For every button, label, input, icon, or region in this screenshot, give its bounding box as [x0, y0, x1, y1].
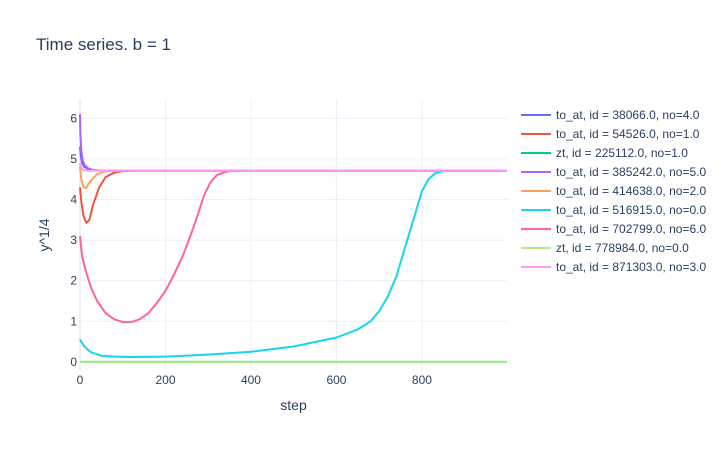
series-lines: [79, 114, 507, 363]
legend-item[interactable]: to_at, id = 38066.0, no=4.0: [521, 108, 700, 122]
legend-item[interactable]: to_at, id = 516915.0, no=0.0: [521, 203, 706, 217]
legend-item[interactable]: to_at, id = 385242.0, no=5.0: [521, 165, 706, 179]
series-line-6: [79, 169, 507, 324]
legend-item[interactable]: zt, id = 225112.0, no=1.0: [521, 146, 688, 160]
legend-item[interactable]: to_at, id = 871303.0, no=3.0: [521, 260, 706, 274]
legend-label: to_at, id = 414638.0, no=2.0: [556, 184, 706, 198]
y-axis-label: y^1/4: [36, 218, 52, 251]
legend-label: zt, id = 225112.0, no=1.0: [556, 146, 688, 160]
y-tick-label: 6: [70, 111, 77, 125]
y-tick-label: 3: [70, 233, 77, 247]
y-tick-label: 2: [70, 274, 77, 288]
series-line-3: [79, 114, 507, 172]
series-line-8: [79, 162, 507, 172]
legend-item[interactable]: to_at, id = 54526.0, no=1.0: [521, 127, 700, 141]
y-tick-label: 4: [70, 192, 77, 206]
legend-label: to_at, id = 871303.0, no=3.0: [556, 260, 706, 274]
series-line-5: [79, 169, 507, 358]
x-axis-ticks: 0 200 400 600 800: [77, 373, 433, 387]
legend-label: to_at, id = 516915.0, no=0.0: [556, 203, 706, 217]
legend-label: zt, id = 778984.0, no=0.0: [556, 241, 689, 255]
y-tick-label: 1: [70, 314, 77, 328]
x-tick-label: 600: [326, 373, 346, 387]
chart-title: Time series. b = 1: [36, 35, 171, 54]
legend-item[interactable]: zt, id = 778984.0, no=0.0: [521, 241, 689, 255]
x-axis-label: step: [280, 397, 307, 413]
legend-label: to_at, id = 702799.0, no=6.0: [556, 222, 706, 236]
legend-label: to_at, id = 385242.0, no=5.0: [556, 165, 706, 179]
y-tick-label: 0: [70, 355, 77, 369]
legend-label: to_at, id = 54526.0, no=1.0: [556, 127, 700, 141]
x-tick-label: 200: [155, 373, 175, 387]
x-tick-label: 0: [77, 373, 84, 387]
gridlines: [79, 100, 507, 370]
legend-item[interactable]: to_at, id = 702799.0, no=6.0: [521, 222, 706, 236]
legend-item[interactable]: to_at, id = 414638.0, no=2.0: [521, 184, 706, 198]
legend-label: to_at, id = 38066.0, no=4.0: [556, 108, 700, 122]
series-line-1: [79, 169, 507, 224]
y-tick-label: 5: [70, 152, 77, 166]
x-tick-label: 800: [412, 373, 432, 387]
y-axis-ticks: 0 1 2 3 4 5 6: [70, 111, 77, 369]
x-tick-label: 400: [241, 373, 261, 387]
legend: to_at, id = 38066.0, no=4.0 to_at, id = 5…: [521, 108, 706, 274]
